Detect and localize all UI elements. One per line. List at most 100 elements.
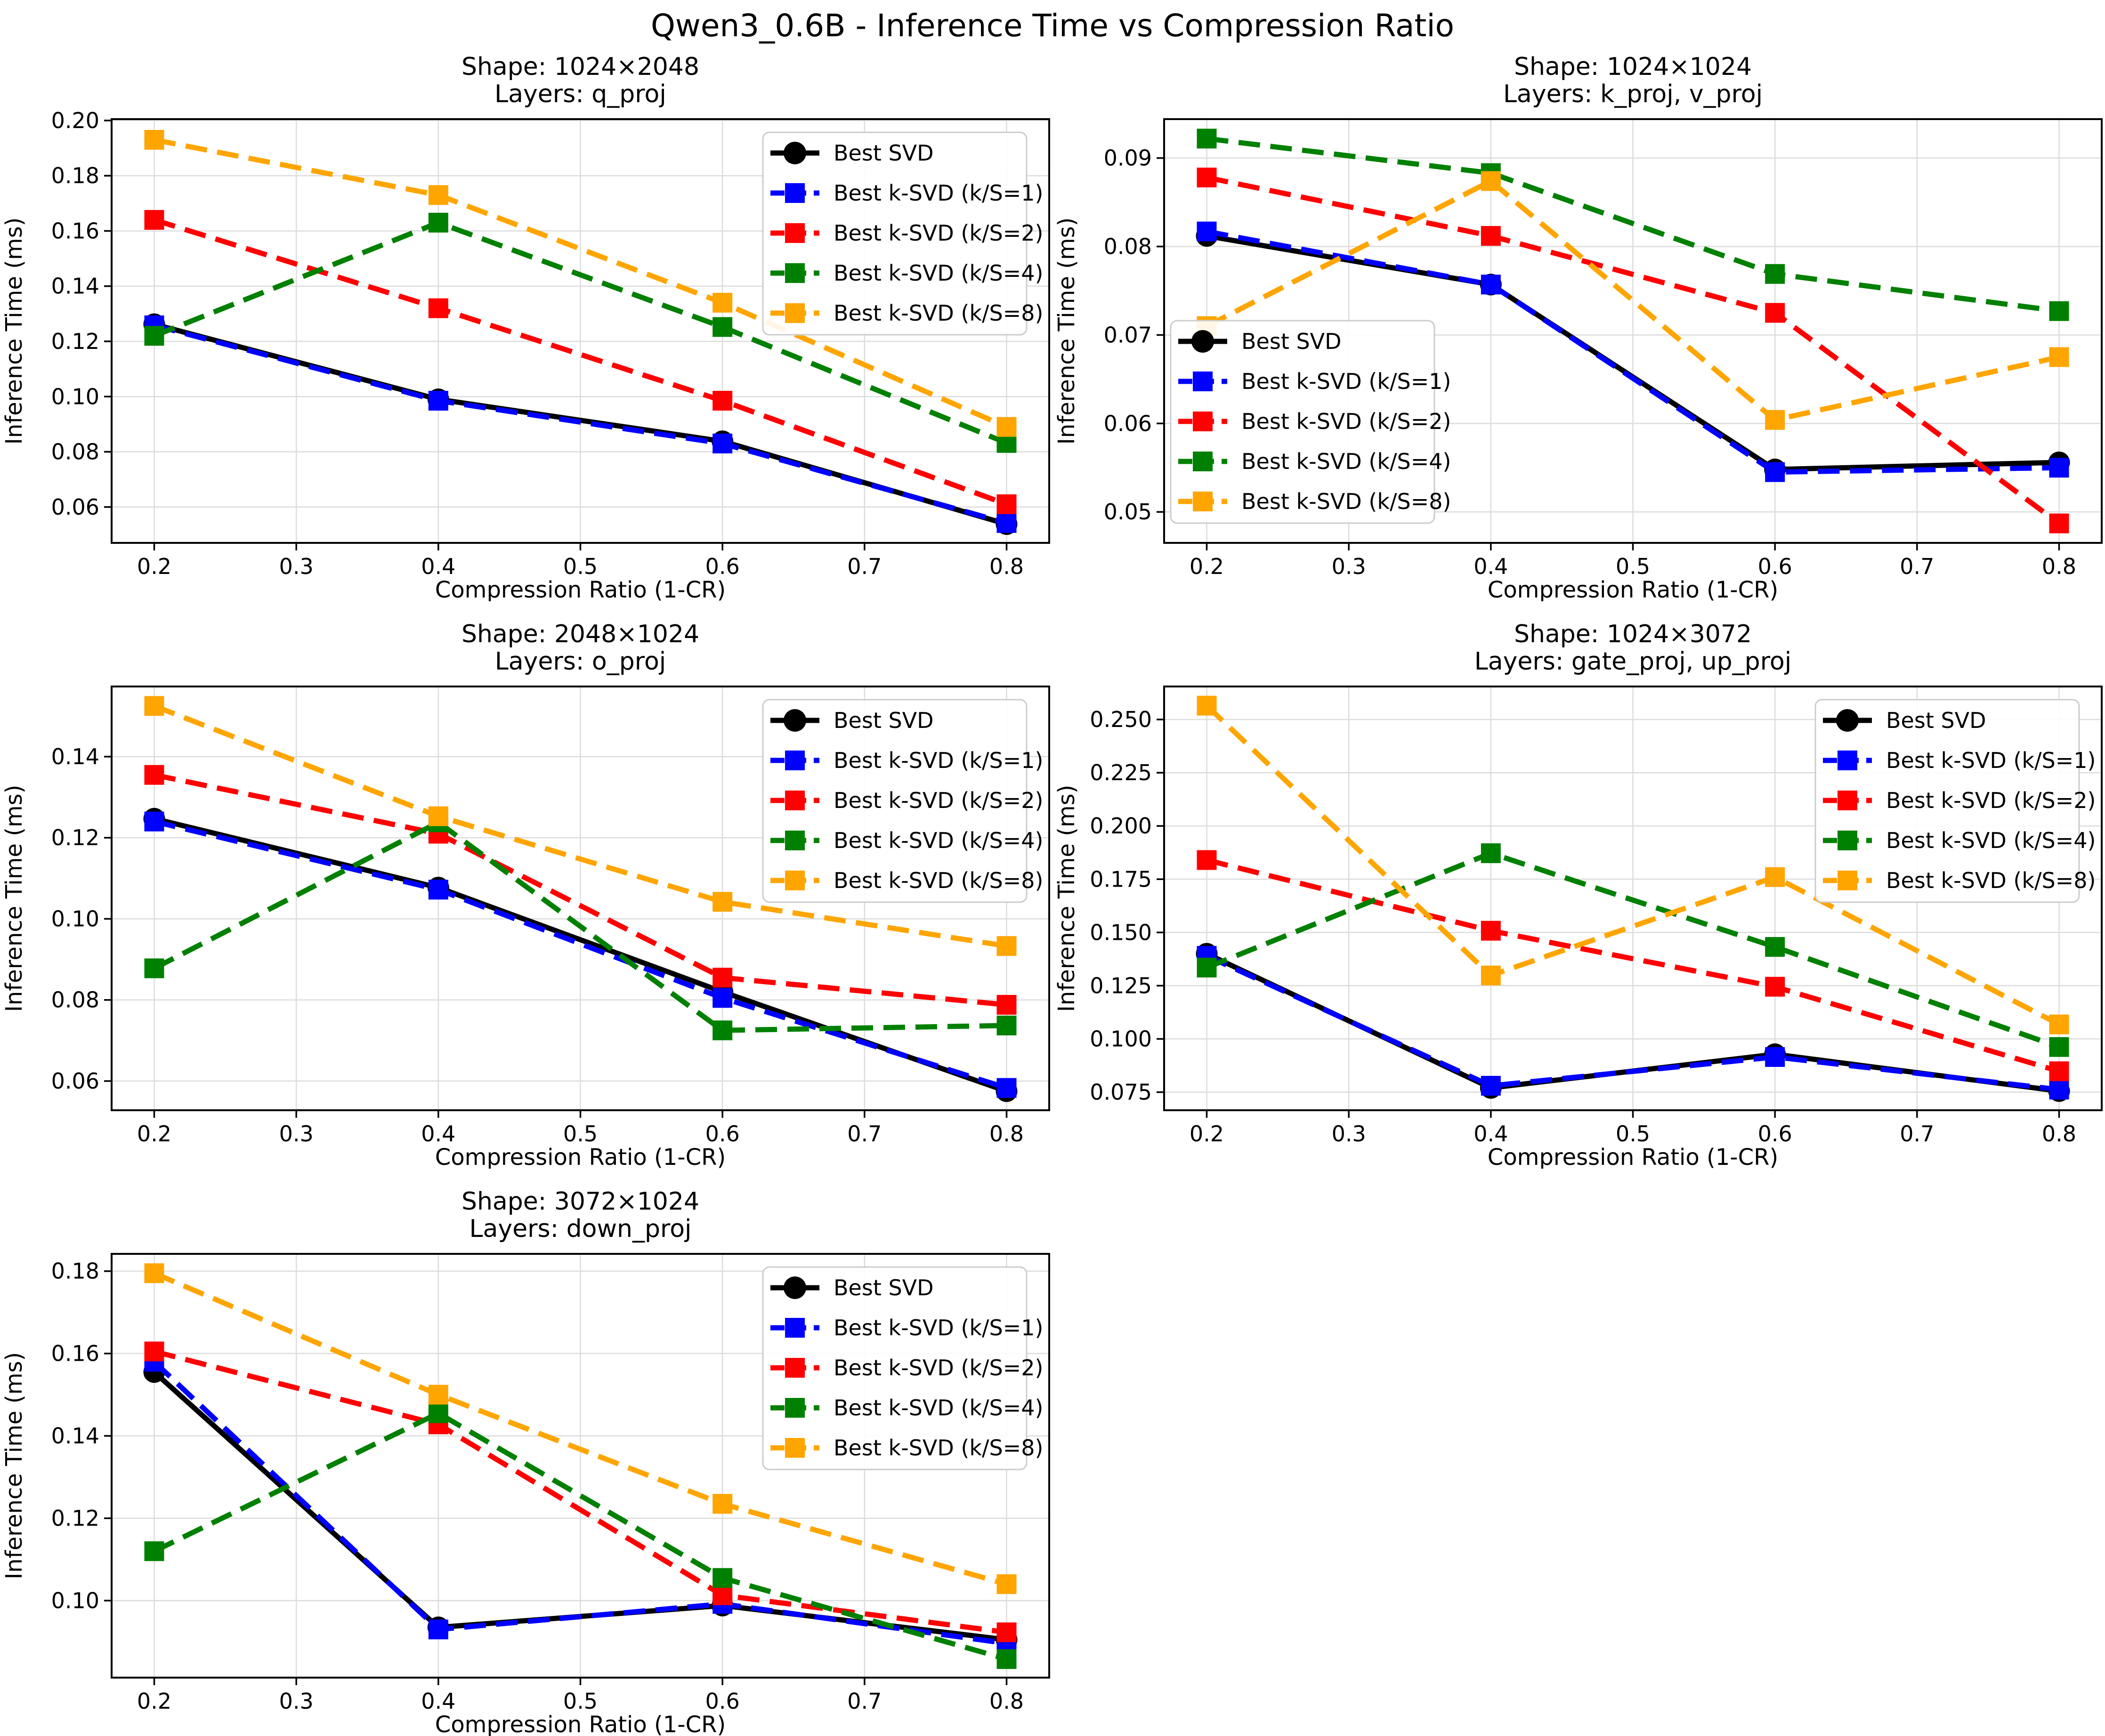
series-k1-line: [154, 819, 1008, 1090]
svg-text:0.3: 0.3: [279, 554, 314, 579]
series-k8-line: [1205, 178, 2060, 423]
legend-label-k4: Best k-SVD (k/S=4): [1886, 828, 2096, 853]
series-k8-line: [154, 137, 1008, 429]
series-k2-line: [153, 217, 1008, 507]
series-k2: [144, 210, 1017, 514]
legend: Best SVD Best k-SVD (k/S=1) Best k-SVD (k/…: [762, 1266, 1043, 1470]
svg-text:0.2: 0.2: [137, 554, 171, 579]
chart-title-layers: Layers: gate_proj, up_proj: [1474, 647, 1791, 676]
series-k2-line: [154, 772, 1007, 1008]
svg-text:0.3: 0.3: [279, 1688, 314, 1714]
svg-text:0.7: 0.7: [1900, 554, 1934, 579]
svg-text:0.10: 0.10: [51, 1588, 99, 1613]
series-k4-line: [153, 819, 1007, 1033]
x-axis-ticks: 0.2 0.3 0.4 0.5 0.6 0.7 0.8: [1190, 1110, 2076, 1147]
svg-text:0.2: 0.2: [1190, 1121, 1224, 1147]
series-k2-markers: [144, 210, 1017, 514]
chart-o-proj-canvas: 0.2 0.3 0.4 0.5 0.6 0.7 0.8 0.06 0.08 0.10 0.12 0.1…: [1, 620, 1050, 1169]
chart-title-layers: Layers: q_proj: [494, 80, 666, 108]
chart-title-shape: Shape: 1024×2048: [461, 53, 699, 81]
legend-label-svd: Best SVD: [834, 708, 934, 733]
legend-label-svd: Best SVD: [1241, 329, 1342, 354]
svg-text:0.5: 0.5: [563, 1688, 598, 1714]
svg-text:0.14: 0.14: [51, 744, 99, 769]
svg-text:0.14: 0.14: [51, 1423, 99, 1449]
svg-text:0.18: 0.18: [51, 163, 99, 188]
svg-text:0.125: 0.125: [1090, 973, 1152, 998]
legend-label-k1: Best k-SVD (k/S=1): [1241, 369, 1451, 394]
svg-text:0.10: 0.10: [51, 906, 99, 931]
svg-text:0.7: 0.7: [1900, 1121, 1934, 1147]
y-axis-label: Inference Time (ms): [1, 218, 27, 445]
svg-text:0.8: 0.8: [989, 1688, 1024, 1714]
svg-text:0.7: 0.7: [847, 1121, 882, 1147]
series-k8: [1197, 695, 2069, 1034]
chart-down-proj: 0.2 0.3 0.4 0.5 0.6 0.7 0.8 0.10 0.12 0.14 0.16 0.1…: [0, 1179, 1052, 1736]
legend-box: [1170, 320, 1435, 524]
figure-title: Qwen3_0.6B - Inference Time vs Compressi…: [650, 8, 1455, 44]
y-axis-ticks: 0.06 0.08 0.10 0.12 0.14: [51, 744, 112, 1094]
svg-text:0.14: 0.14: [51, 274, 99, 299]
svg-text:0.8: 0.8: [2042, 1121, 2076, 1147]
svg-text:0.6: 0.6: [705, 554, 740, 579]
chart-title-layers: Layers: o_proj: [495, 647, 666, 676]
series-k2: [1197, 168, 2069, 533]
legend-label-k8: Best k-SVD (k/S=8): [1886, 868, 2096, 893]
series-k2-markers: [1197, 168, 2069, 533]
series-k4: [144, 1403, 1017, 1669]
svg-text:0.6: 0.6: [705, 1121, 740, 1147]
series-k8: [144, 129, 1017, 437]
series-k4-line: [153, 219, 1008, 445]
series-k4-line: [1206, 850, 2060, 1050]
svg-text:0.16: 0.16: [51, 1341, 99, 1366]
chart-title-layers: Layers: down_proj: [470, 1215, 692, 1243]
svg-text:0.06: 0.06: [51, 1068, 99, 1094]
svg-text:0.250: 0.250: [1090, 707, 1152, 732]
legend-label-k2: Best k-SVD (k/S=2): [834, 220, 1043, 246]
svg-text:0.175: 0.175: [1090, 866, 1152, 892]
svg-text:0.2: 0.2: [137, 1688, 171, 1714]
legend-label-svd: Best SVD: [834, 1275, 934, 1300]
x-axis-ticks: 0.2 0.3 0.4 0.5 0.6 0.7 0.8: [1190, 543, 2076, 579]
svg-text:0.2: 0.2: [137, 1121, 171, 1147]
svg-text:0.16: 0.16: [51, 218, 99, 243]
svg-text:0.4: 0.4: [421, 554, 455, 579]
svg-text:0.5: 0.5: [563, 554, 598, 579]
series-k2-line: [154, 1348, 1007, 1635]
series-k8-markers: [1197, 695, 2069, 1034]
legend-label-svd: Best SVD: [1886, 708, 1986, 733]
svg-text:0.150: 0.150: [1090, 920, 1152, 945]
svg-text:0.5: 0.5: [1616, 554, 1650, 579]
series-k8: [144, 1263, 1017, 1594]
svg-text:0.4: 0.4: [421, 1688, 455, 1714]
series-k2: [1197, 850, 2069, 1082]
legend-box: [762, 699, 1028, 903]
y-axis-label: Inference Time (ms): [1, 785, 27, 1012]
svg-text:0.4: 0.4: [1474, 554, 1508, 579]
series-k8: [144, 696, 1017, 956]
svg-text:0.075: 0.075: [1090, 1080, 1152, 1105]
svg-text:0.12: 0.12: [51, 825, 99, 850]
y-axis-ticks: 0.075 0.100 0.125 0.150 0.175 0.200 0.225 0.250: [1090, 707, 1164, 1105]
legend: Best SVD Best k-SVD (k/S=1) Best k-SVD (k/…: [762, 699, 1043, 903]
svg-text:0.200: 0.200: [1090, 813, 1152, 839]
x-axis-label: Compression Ratio (1-CR): [435, 1144, 726, 1169]
chart-title-shape: Shape: 1024×3072: [1514, 620, 1752, 648]
series-k4-markers: [144, 1403, 1017, 1669]
legend-label-k2: Best k-SVD (k/S=2): [834, 1355, 1043, 1381]
svg-text:0.6: 0.6: [705, 1688, 740, 1714]
chart-title-shape: Shape: 3072×1024: [461, 1187, 699, 1216]
svg-text:0.10: 0.10: [51, 384, 99, 409]
series-k2-line: [1206, 857, 2060, 1074]
y-axis-ticks: 0.10 0.12 0.14 0.16 0.18: [51, 1259, 112, 1613]
series-k4-markers: [1197, 843, 2069, 1057]
y-axis-label: Inference Time (ms): [1053, 218, 1080, 445]
svg-text:0.225: 0.225: [1090, 760, 1152, 785]
legend-label-k1: Best k-SVD (k/S=1): [834, 748, 1043, 773]
series-k8-markers: [144, 129, 1017, 437]
legend-label-svd: Best SVD: [834, 140, 934, 166]
series-k1-line: [1206, 953, 2060, 1092]
svg-text:0.08: 0.08: [1104, 234, 1152, 259]
series-k8-line: [1205, 703, 2061, 1027]
series-k8-markers: [1197, 171, 2069, 430]
